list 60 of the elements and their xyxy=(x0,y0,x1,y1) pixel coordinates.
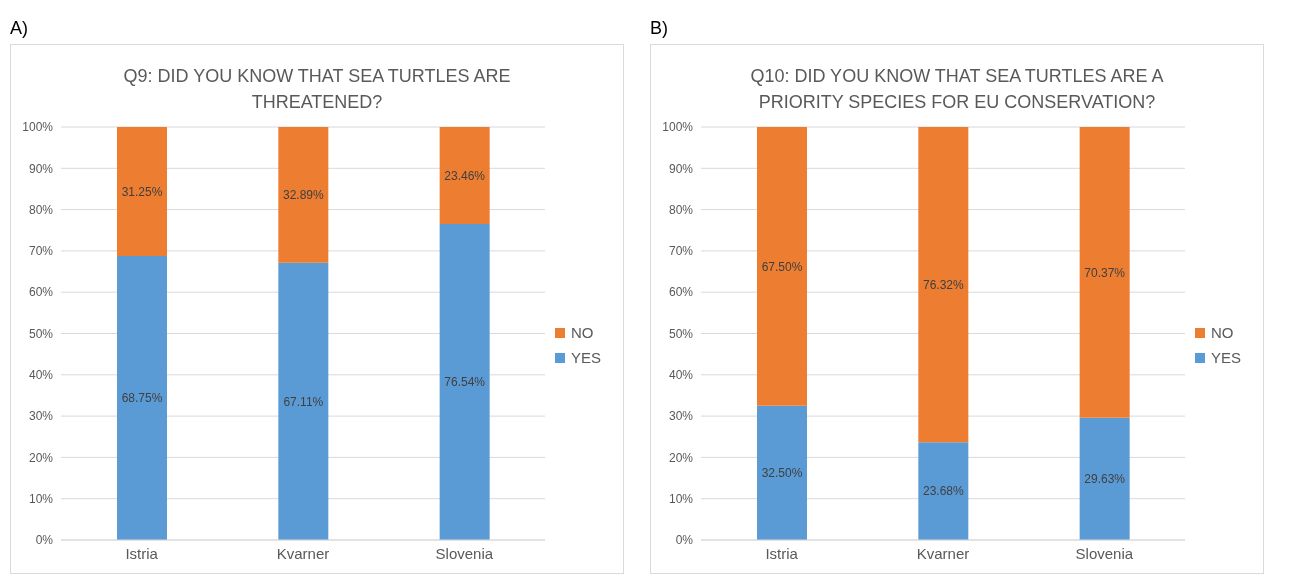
data-label: 23.68% xyxy=(922,484,965,499)
data-label: 29.63% xyxy=(1084,472,1126,487)
y-tick-label: 0% xyxy=(35,533,54,548)
data-label: 76.54% xyxy=(444,375,486,390)
data-label: 76.32% xyxy=(922,277,965,292)
y-tick-label: 30% xyxy=(28,409,54,424)
legend-label: NO xyxy=(570,324,594,341)
x-tick-label: Kvarner xyxy=(276,544,330,562)
y-tick-label: 60% xyxy=(668,285,694,300)
y-tick-label: 20% xyxy=(28,450,54,465)
y-tick-label: 80% xyxy=(28,202,54,217)
bar xyxy=(1079,127,1130,418)
x-tick-label: Istria xyxy=(125,544,159,562)
x-tick-label: Slovenia xyxy=(1075,544,1134,562)
bar xyxy=(117,127,167,257)
legend-label: YES xyxy=(1210,349,1241,366)
y-tick-label: 70% xyxy=(28,244,54,259)
data-label: 67.11% xyxy=(283,394,324,409)
data-label: 70.37% xyxy=(1084,265,1126,280)
y-tick-label: 100% xyxy=(22,120,54,135)
y-tick-label: 60% xyxy=(28,285,54,300)
y-tick-label: 0% xyxy=(675,533,694,548)
text: A) xyxy=(10,18,28,39)
bar xyxy=(918,127,969,443)
y-tick-label: 90% xyxy=(28,161,54,176)
bar xyxy=(757,405,807,540)
y-tick-label: 20% xyxy=(668,450,694,465)
y-tick-label: 90% xyxy=(668,161,694,176)
data-label: 31.25% xyxy=(121,184,163,199)
data-label: 67.50% xyxy=(761,259,803,274)
text: B) xyxy=(650,18,668,39)
y-tick-label: 50% xyxy=(28,326,54,341)
data-label: 68.75% xyxy=(121,391,163,406)
chart-title: Q10: DID YOU KNOW THAT SEA TURTLES ARE A PRIORITY SPECIES FOR EU CONSERVATION? xyxy=(749,65,1165,114)
y-tick-label: 40% xyxy=(668,368,694,383)
bar xyxy=(278,127,329,263)
chart-title: Q9: DID YOU KNOW THAT SEA TURTLES ARE THREATENED? xyxy=(122,65,512,114)
y-tick-label: 10% xyxy=(28,491,54,506)
bar xyxy=(439,223,490,540)
y-tick-label: 40% xyxy=(28,368,54,383)
legend-label: NO xyxy=(1210,324,1234,341)
x-tick-label: Istria xyxy=(765,544,799,562)
bar xyxy=(117,256,167,540)
bar xyxy=(757,127,807,406)
y-tick-label: 80% xyxy=(668,202,694,217)
y-tick-label: 10% xyxy=(668,491,694,506)
x-tick-label: Slovenia xyxy=(435,544,494,562)
data-label: 32.89% xyxy=(282,188,325,203)
data-label: 32.50% xyxy=(761,466,803,481)
y-tick-label: 30% xyxy=(668,409,694,424)
y-tick-label: 70% xyxy=(668,244,694,259)
bar xyxy=(278,262,329,540)
data-label: 23.46% xyxy=(444,168,486,183)
y-tick-label: 50% xyxy=(668,326,694,341)
x-tick-label: Kvarner xyxy=(916,544,970,562)
bar xyxy=(918,442,969,540)
bar xyxy=(439,127,490,224)
bar xyxy=(1079,417,1130,540)
y-tick-label: 100% xyxy=(662,120,694,135)
legend-label: YES xyxy=(570,349,601,366)
